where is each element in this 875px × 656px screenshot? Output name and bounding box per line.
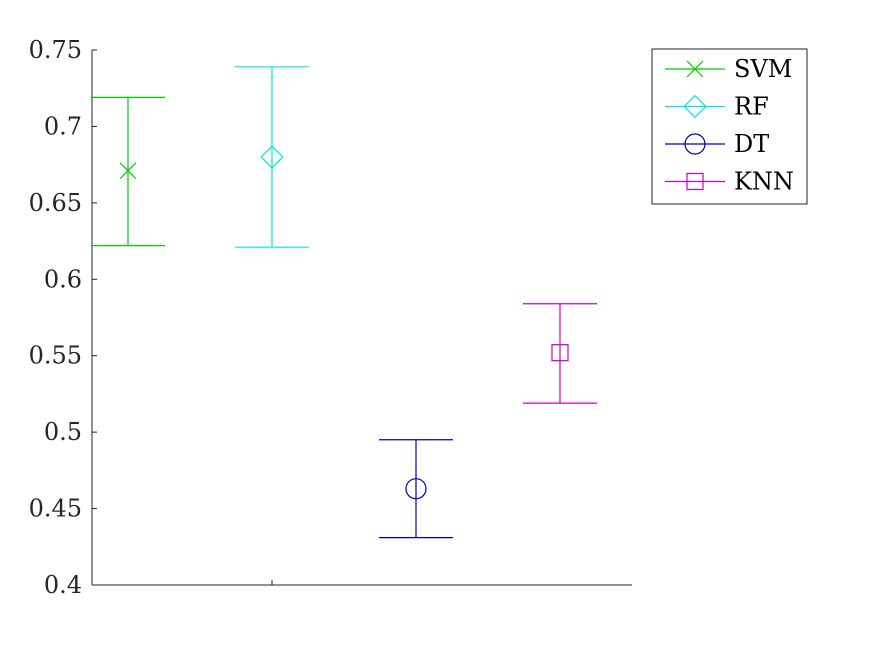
series-rf <box>235 66 309 248</box>
y-tick-label: 0.6 <box>44 265 82 293</box>
marker-diamond <box>683 94 707 119</box>
legend-label: RF <box>734 93 769 121</box>
y-tick-label: 0.4 <box>44 571 82 599</box>
y-tick-label: 0.45 <box>29 495 82 523</box>
legend-item-dt: DT <box>665 130 769 158</box>
legend-label: SVM <box>734 55 792 83</box>
series-dt <box>379 439 453 539</box>
marker-x <box>119 162 137 180</box>
marker-x <box>686 60 704 78</box>
marker-stroke <box>686 60 704 78</box>
y-tick-label: 0.55 <box>29 342 82 370</box>
legend-item-knn: KNN <box>665 168 794 196</box>
axes <box>91 50 632 586</box>
y-tick-label: 0.5 <box>44 418 82 446</box>
legend-item-svm: SVM <box>665 55 792 83</box>
legend-label: DT <box>734 130 769 158</box>
marker-square <box>686 172 704 191</box>
legend-label: KNN <box>734 168 794 196</box>
y-tick-label: 0.65 <box>29 189 82 217</box>
marker-square <box>551 344 569 362</box>
y-tick-label: 0.75 <box>29 36 82 64</box>
marker-circle <box>684 133 706 155</box>
series-group <box>91 66 597 539</box>
marker-stroke <box>119 162 137 180</box>
legend-box <box>651 48 808 205</box>
y-ticks: 0.4 0.45 0.5 0.55 0.6 0.65 0.7 0.75 <box>29 36 97 599</box>
marker-diamond <box>260 145 284 169</box>
y-tick-label: 0.7 <box>44 112 82 140</box>
series-svm <box>91 96 165 247</box>
legend: SVM RF DT KNN <box>651 48 808 205</box>
marker-circle <box>405 478 427 500</box>
legend-item-rf: RF <box>665 93 769 121</box>
series-knn <box>523 303 597 404</box>
